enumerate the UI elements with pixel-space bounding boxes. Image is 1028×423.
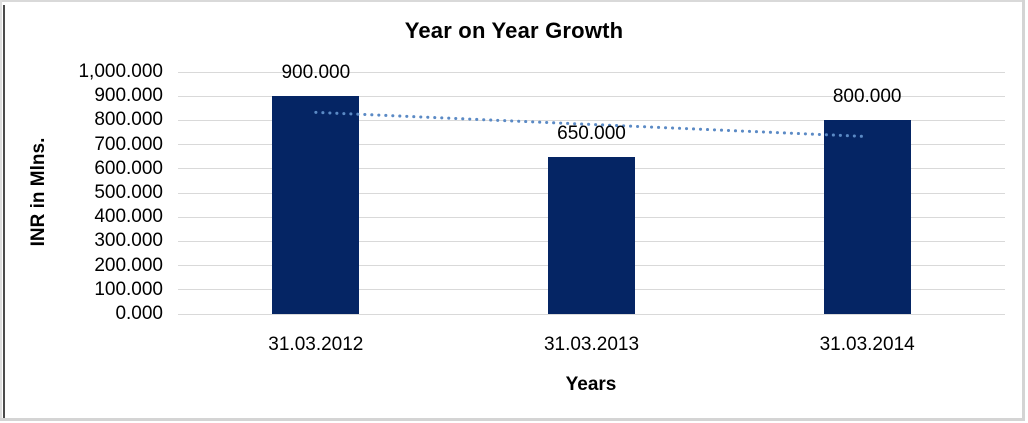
y-tick-label: 500.000	[94, 182, 163, 203]
gridline	[178, 95, 1005, 97]
y-tick-label: 100.000	[94, 278, 163, 300]
y-tick-label: 200.000	[94, 254, 163, 276]
gridline	[178, 313, 1005, 315]
y-tick-label: 900.000	[94, 85, 163, 107]
y-tick-label: 700.000	[94, 133, 163, 155]
bar	[272, 96, 360, 314]
x-category-label: 31.03.2012	[268, 334, 364, 355]
chart-title: Year on Year Growth	[404, 18, 624, 43]
cell-border-line	[3, 5, 5, 418]
frame-border-left	[0, 0, 2, 421]
bar	[823, 120, 911, 314]
frame-border-bottom	[0, 418, 1025, 421]
y-tick-label: 300.000	[94, 230, 163, 252]
y-tick-label: 600.000	[94, 157, 163, 179]
trendline-dotted-line	[314, 110, 869, 139]
y-tick-label: 0.000	[115, 303, 163, 324]
gridline	[178, 144, 1005, 146]
gridline	[178, 119, 1005, 121]
gridline	[178, 71, 1005, 73]
y-tick-label: 1,000.000	[78, 61, 163, 82]
frame-border-right	[1022, 0, 1025, 421]
bar-value-label: 900.000	[281, 62, 351, 84]
y-tick-label: 800.000	[94, 109, 163, 131]
trendline	[314, 110, 869, 139]
y-axis-tick-labels: 0.000 100.000 200.000 300.000 400.000 500.000…	[0, 0, 163, 423]
x-category-label: 31.03.2014	[819, 334, 915, 355]
bar-value-label: 650.000	[557, 122, 626, 144]
x-category-label: 31.03.2013	[543, 334, 640, 355]
y-tick-label: 400.000	[94, 206, 163, 228]
bar-value-label: 800.000	[832, 86, 902, 108]
x-axis-title: Years	[565, 374, 617, 395]
bar	[548, 156, 635, 314]
frame-border-top	[0, 0, 1025, 2]
plot-area	[178, 71, 1005, 315]
